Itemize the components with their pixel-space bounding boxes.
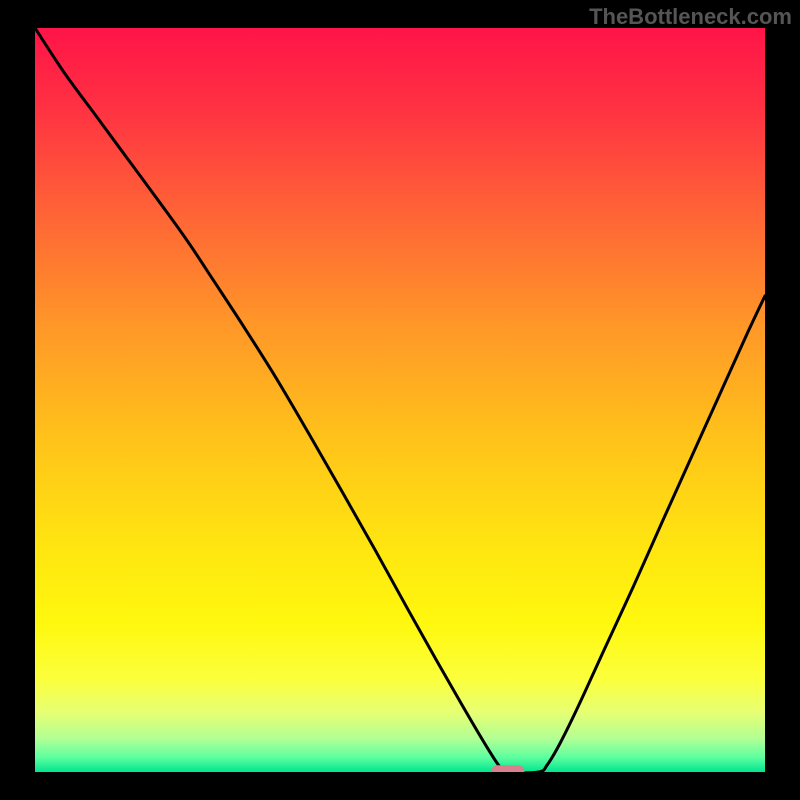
watermark-text: TheBottleneck.com xyxy=(589,4,792,30)
gradient-background xyxy=(35,28,765,772)
optimal-marker xyxy=(492,765,525,772)
chart-container: TheBottleneck.com xyxy=(0,0,800,800)
chart-svg xyxy=(35,28,765,772)
plot-area xyxy=(35,28,765,772)
